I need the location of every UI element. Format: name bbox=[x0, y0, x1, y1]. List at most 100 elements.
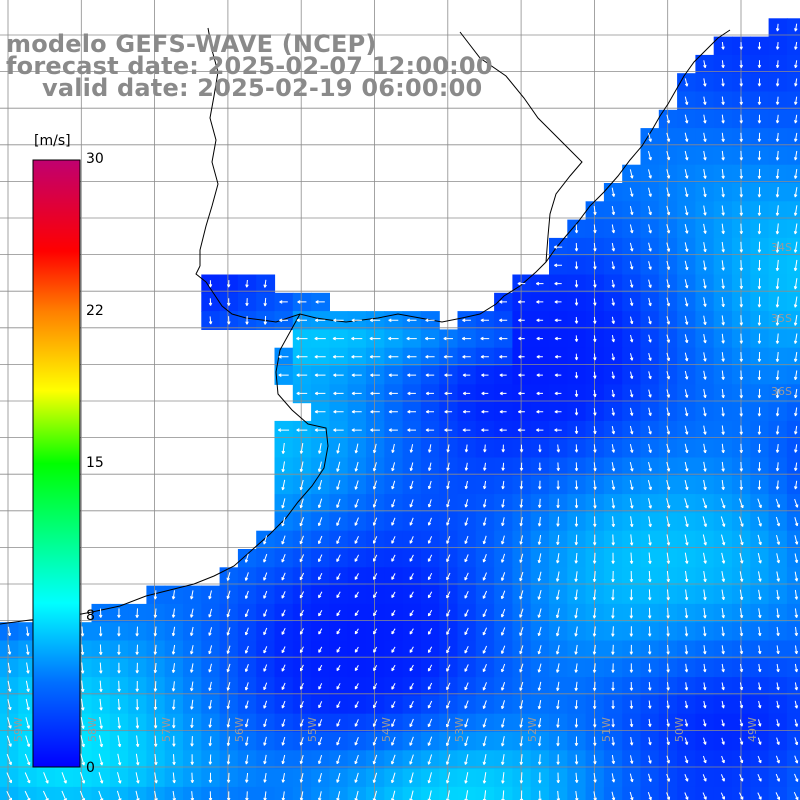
wind-vector-arrow bbox=[629, 242, 634, 252]
wind-vector-arrow bbox=[538, 772, 542, 784]
wind-vector-arrow bbox=[373, 628, 378, 635]
wind-vector-arrow bbox=[425, 318, 435, 323]
wind-vector-arrow bbox=[482, 700, 487, 710]
wind-vector-arrow bbox=[684, 570, 689, 583]
wind-vector-arrow bbox=[296, 355, 308, 359]
wind-vector-arrow bbox=[391, 682, 396, 690]
wind-vector-arrow bbox=[409, 754, 414, 765]
wind-vector-arrow bbox=[757, 96, 762, 105]
wind-vector-arrow bbox=[226, 645, 231, 654]
wind-vector-arrow bbox=[684, 96, 689, 106]
wind-vector-arrow bbox=[332, 355, 344, 359]
wind-vector-arrow bbox=[537, 645, 542, 655]
wind-vector-arrow bbox=[446, 718, 451, 728]
wind-vector-arrow bbox=[299, 719, 304, 727]
wind-vector-arrow bbox=[611, 700, 615, 710]
wind-vector-arrow bbox=[537, 736, 542, 747]
wind-vector-arrow bbox=[684, 461, 689, 472]
wind-vector-arrow bbox=[593, 480, 597, 490]
wind-speed-cell bbox=[786, 750, 800, 770]
wind-vector-arrow bbox=[263, 590, 268, 599]
wind-vector-arrow bbox=[757, 792, 762, 800]
wind-vector-arrow bbox=[263, 664, 268, 672]
wind-vector-arrow bbox=[208, 663, 212, 673]
wind-vector-arrow bbox=[739, 407, 743, 417]
wind-vector-arrow bbox=[555, 571, 560, 582]
wind-vector-arrow bbox=[648, 297, 652, 307]
wind-vector-arrow bbox=[537, 553, 542, 564]
wind-vector-arrow bbox=[739, 516, 744, 527]
wind-vector-arrow bbox=[372, 499, 378, 508]
wind-vector-arrow bbox=[244, 645, 249, 654]
wind-vector-arrow bbox=[501, 517, 505, 527]
wind-vector-arrow bbox=[794, 150, 798, 161]
wind-vector-arrow bbox=[776, 571, 780, 582]
wind-vector-arrow bbox=[758, 700, 762, 709]
wind-speed-cell bbox=[91, 786, 111, 800]
wind-vector-arrow bbox=[629, 443, 634, 453]
wind-vector-arrow bbox=[629, 552, 634, 564]
wind-vector-arrow bbox=[480, 336, 490, 341]
wind-vector-arrow bbox=[629, 187, 634, 197]
wind-vector-arrow bbox=[574, 279, 579, 288]
wind-vector-arrow bbox=[409, 700, 414, 709]
wind-speed-cell bbox=[18, 786, 38, 800]
border-line bbox=[459, 31, 583, 263]
wind-vector-arrow bbox=[537, 571, 542, 582]
wind-vector-arrow bbox=[666, 792, 671, 800]
wind-speed-cell bbox=[109, 786, 129, 800]
wind-vector-arrow bbox=[245, 791, 249, 800]
wind-vector-arrow bbox=[684, 279, 689, 289]
wind-vector-arrow bbox=[758, 608, 762, 619]
wind-vector-arrow bbox=[720, 774, 725, 782]
wind-vector-arrow bbox=[648, 389, 652, 398]
wind-vector-arrow bbox=[263, 682, 268, 691]
wind-vector-arrow bbox=[721, 571, 726, 582]
wind-vector-arrow bbox=[336, 701, 341, 709]
wind-vector-arrow bbox=[648, 425, 652, 435]
wind-speed-cell bbox=[786, 658, 800, 678]
wind-vector-arrow bbox=[794, 96, 798, 105]
wind-vector-arrow bbox=[428, 444, 432, 453]
wind-vector-arrow bbox=[409, 682, 414, 690]
wind-vector-arrow bbox=[794, 498, 799, 508]
wind-vector-arrow bbox=[445, 736, 451, 747]
wind-vector-arrow bbox=[554, 391, 562, 396]
wind-vector-arrow bbox=[391, 536, 396, 544]
wind-vector-arrow bbox=[336, 554, 341, 562]
wind-vector-arrow bbox=[499, 300, 507, 304]
wind-vector-arrow bbox=[333, 373, 344, 377]
wind-vector-arrow bbox=[80, 662, 85, 674]
wind-vector-arrow bbox=[336, 719, 341, 727]
wind-vector-arrow bbox=[499, 428, 507, 432]
wind-vector-arrow bbox=[666, 187, 671, 198]
wind-vector-arrow bbox=[446, 700, 451, 709]
wind-vector-arrow bbox=[574, 480, 579, 490]
wind-vector-arrow bbox=[226, 627, 231, 636]
wind-vector-arrow bbox=[739, 42, 743, 50]
wind-vector-arrow bbox=[593, 335, 597, 343]
wind-vector-arrow bbox=[574, 534, 579, 546]
wind-vector-arrow bbox=[519, 681, 524, 691]
wind-vector-arrow bbox=[629, 224, 634, 234]
wind-vector-arrow bbox=[351, 409, 362, 414]
wind-vector-arrow bbox=[739, 443, 744, 454]
wind-vector-arrow bbox=[117, 608, 121, 618]
wind-speed-cell bbox=[786, 91, 800, 111]
wind-vector-arrow bbox=[739, 296, 744, 308]
wind-vector-arrow bbox=[171, 699, 176, 710]
wind-speed-cell bbox=[549, 786, 568, 800]
wind-vector-arrow bbox=[317, 479, 323, 491]
wind-vector-arrow bbox=[444, 391, 453, 396]
wind-vector-arrow bbox=[299, 628, 304, 635]
wind-vector-arrow bbox=[482, 499, 487, 508]
wind-vector-arrow bbox=[666, 316, 671, 325]
wind-vector-arrow bbox=[428, 462, 432, 472]
wind-vector-arrow bbox=[553, 245, 563, 249]
wind-vector-arrow bbox=[373, 573, 378, 580]
wind-speed-cell bbox=[786, 695, 800, 715]
wind-vector-arrow bbox=[480, 355, 489, 359]
wind-vector-arrow bbox=[703, 297, 707, 307]
forecast-date: forecast date: 2025-02-07 12:00:00 bbox=[6, 52, 493, 80]
